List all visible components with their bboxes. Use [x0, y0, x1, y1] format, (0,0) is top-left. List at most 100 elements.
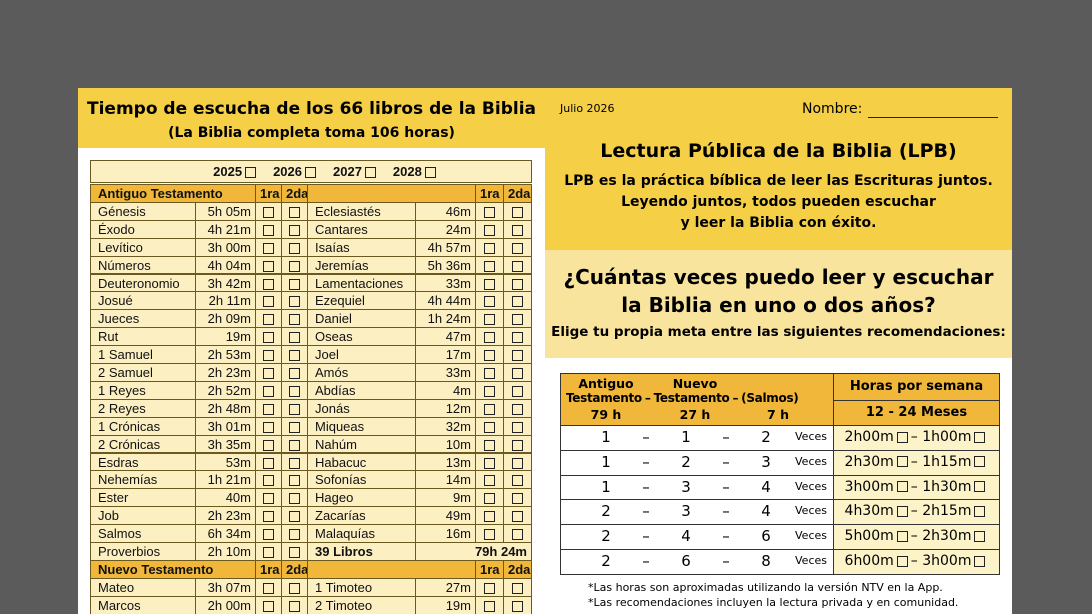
book-name: Marcos: [90, 595, 196, 614]
check-cell: [255, 273, 282, 293]
total-time: 79h 24m: [415, 542, 532, 561]
checkbox: [289, 296, 300, 308]
book-name: Amós: [307, 363, 416, 382]
separator: –: [910, 503, 918, 520]
check-cell: [281, 291, 308, 311]
checkbox: [263, 224, 274, 236]
check-cell: [281, 506, 308, 526]
separator: –: [910, 429, 918, 445]
book-time: 9m: [415, 488, 476, 508]
checkbox: [424, 167, 436, 179]
book-time: 33m: [415, 273, 476, 293]
total-books: 39 Libros: [307, 542, 416, 561]
hours: 6h00m: [844, 553, 894, 569]
checkbox: [289, 242, 300, 254]
check-header: 2da: [503, 559, 532, 579]
hours-cell: 6h00m – 3h00m: [833, 549, 1000, 575]
separator: –: [642, 477, 650, 496]
checkbox: [896, 481, 908, 493]
count: 6: [761, 527, 771, 546]
book-name: Lamentaciones: [307, 273, 416, 293]
checkbox: [263, 493, 274, 505]
checkbox: [512, 421, 523, 433]
left-title: Tiempo de escucha de los 66 libros de la…: [86, 99, 537, 119]
check-cell: [475, 201, 504, 221]
intro-line: y leer la Biblia con éxito.: [680, 215, 877, 231]
check-cell: [281, 470, 308, 490]
checkbox: [512, 439, 523, 451]
checkbox: [896, 431, 908, 443]
count: 2: [761, 428, 771, 446]
book-time: 2h 23m: [195, 506, 256, 526]
header-spacer: [307, 559, 476, 579]
separator: –: [642, 527, 650, 546]
checkbox: [305, 167, 316, 179]
count: 3: [761, 452, 771, 471]
intro-line: Leyendo juntos, todos pueden escuchar: [621, 194, 936, 210]
check-cell: [255, 542, 282, 561]
check-cell: [281, 309, 308, 329]
hours: 4h30m: [844, 503, 894, 520]
book-time: 4h 04m: [195, 255, 256, 275]
book-name: Salmos: [90, 524, 196, 543]
separator: –: [722, 477, 730, 496]
count: 3: [681, 502, 691, 521]
book-time: 2h 00m: [195, 595, 256, 614]
book-name: 2 Timoteo: [307, 595, 416, 614]
check-cell: [281, 237, 308, 257]
count: 2: [681, 452, 691, 471]
separator: –: [644, 391, 651, 405]
checkbox: [263, 314, 274, 326]
count: 3: [681, 477, 691, 496]
book-name: Miqueas: [307, 416, 416, 436]
check-cell: [475, 470, 504, 490]
checkbox: [512, 332, 523, 344]
check-cell: [281, 595, 308, 614]
times-label: Veces: [795, 529, 827, 543]
checkbox: [484, 439, 495, 451]
book-name: Joel: [307, 345, 416, 364]
check-cell: [255, 595, 282, 614]
question-panel: [545, 250, 1012, 358]
check-cell: [255, 219, 282, 239]
hours-cell: 2h00m – 1h00m: [833, 425, 1000, 451]
check-cell: [255, 237, 282, 257]
check-cell: [503, 524, 532, 543]
period-header: 12 - 24 Meses: [833, 400, 1000, 426]
hours-cell: 3h00m – 1h30m: [833, 474, 1000, 501]
check-cell: [503, 309, 532, 329]
checkbox: [484, 421, 495, 433]
check-cell: [281, 577, 308, 597]
hours: 3h00m: [844, 478, 894, 495]
times-label: Veces: [795, 430, 827, 443]
checkbox: [289, 475, 300, 487]
check-cell: [281, 380, 308, 400]
checkbox: [512, 582, 523, 594]
book-time: 3h 42m: [195, 273, 256, 293]
row: [560, 549, 834, 575]
check-cell: [503, 363, 532, 382]
checkbox: [263, 206, 274, 218]
check-cell: [475, 488, 504, 508]
checkbox: [289, 493, 300, 505]
checkbox: [289, 600, 300, 612]
book-time: 2h 09m: [195, 309, 256, 329]
separator: –: [910, 528, 918, 545]
count: 1: [681, 428, 691, 446]
book-time: 40m: [195, 488, 256, 508]
check-cell: [255, 255, 282, 275]
book-time: 53m: [195, 452, 256, 472]
checkbox: [974, 555, 986, 567]
checkbox: [263, 529, 274, 541]
check-cell: [503, 577, 532, 597]
col-hours: 79 h: [590, 407, 622, 422]
book-name: Mateo: [90, 577, 196, 597]
count: 1: [601, 452, 611, 471]
check-cell: [503, 488, 532, 508]
check-cell: [255, 488, 282, 508]
book-name: Esdras: [90, 452, 196, 472]
row: [560, 499, 834, 526]
checkbox: [484, 350, 495, 362]
book-name: 1 Crónicas: [90, 416, 196, 436]
col-label: Testamento: [566, 391, 642, 405]
